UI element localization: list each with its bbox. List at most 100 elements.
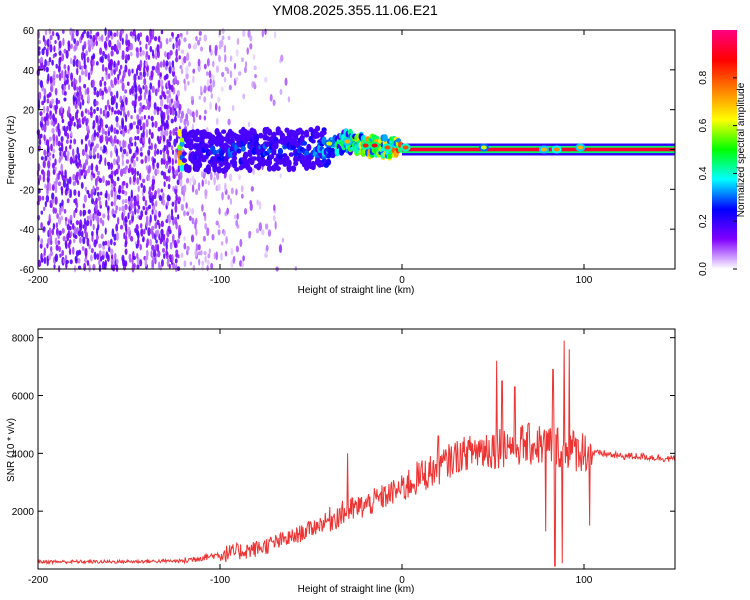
spectrogram-cell xyxy=(106,254,110,262)
spectrogram-cell xyxy=(113,193,117,203)
spectrogram-cell xyxy=(238,174,241,181)
spectrogram-cell xyxy=(55,176,58,186)
spectrogram-cell xyxy=(43,247,46,256)
spectrogram-cell xyxy=(171,149,175,155)
spectrogram-cell xyxy=(74,255,78,262)
y-tick-label: 0 xyxy=(28,146,34,157)
spectrogram-cell xyxy=(261,30,265,38)
spectrogram-cell xyxy=(58,56,62,63)
spectrogram-cell xyxy=(38,138,42,146)
spectrogram-cell xyxy=(59,253,62,258)
spectrogram-cell xyxy=(145,129,149,138)
spectrogram-cell xyxy=(116,176,120,182)
spectrogram-cell xyxy=(168,88,171,98)
spectrogram-cell xyxy=(55,222,59,229)
spectrogram-cell xyxy=(113,158,117,166)
spectrogram-cell xyxy=(86,117,89,124)
spectrogram-cell xyxy=(95,143,100,149)
spectrogram-cell xyxy=(165,38,169,45)
spectrogram-cell xyxy=(40,116,44,123)
spectrogram-cell xyxy=(41,100,45,106)
spectrogram-cell xyxy=(80,138,84,145)
spectrogram-cell xyxy=(71,115,75,122)
spectrogram-cell xyxy=(192,264,196,272)
spectrogram-cell xyxy=(90,141,94,147)
spectrogram-cell xyxy=(78,159,82,166)
spectrogram-cell xyxy=(480,145,487,150)
spectrogram-cell xyxy=(124,54,128,61)
spectrogram-cell xyxy=(99,154,103,163)
spectrogram-cell xyxy=(220,241,224,246)
spectrogram-cell xyxy=(104,157,107,167)
spectrogram-cell xyxy=(230,247,234,256)
spectrogram-cell xyxy=(159,40,163,49)
spectrogram-cell xyxy=(197,63,201,73)
spectrogram-cell xyxy=(121,159,124,167)
spectrogram-cell xyxy=(50,245,53,252)
colorbar-ticks: 0.0 0.2 0.4 0.6 0.8 xyxy=(698,70,737,276)
spectrogram-cell xyxy=(208,248,211,254)
colorbar-tick-label: 0.6 xyxy=(698,118,709,132)
spectrogram-cell xyxy=(203,143,209,151)
spectrogram-cell xyxy=(287,96,291,103)
spectrogram-cell xyxy=(286,164,292,172)
spectrogram-cell xyxy=(203,85,207,93)
spectrogram-cell xyxy=(162,134,166,142)
spectrogram-cell xyxy=(220,252,223,261)
spectrogram-cell xyxy=(49,84,54,93)
spectrogram-cell xyxy=(121,189,125,195)
spectrogram-cell xyxy=(256,199,259,206)
spectrogram-cell xyxy=(204,255,207,263)
spectrogram-cell xyxy=(251,156,257,161)
spectrogram-cell xyxy=(264,28,267,36)
spectrogram-cell xyxy=(142,195,146,202)
spectrogram-cell xyxy=(211,74,215,80)
spectrogram-cell xyxy=(170,215,174,221)
spectrogram-cell xyxy=(277,147,284,156)
spectrogram-cell xyxy=(161,259,164,267)
spectrogram-cell xyxy=(180,252,184,259)
spectrogram-cell xyxy=(68,248,72,256)
spectrogram-cell xyxy=(68,239,72,245)
spectrogram-cell xyxy=(168,141,172,148)
spectrogram-cell xyxy=(105,199,108,208)
spectrogram-cell xyxy=(151,28,155,37)
snr-x-ticks: -200 -100 0 100 xyxy=(28,329,593,586)
spectrogram-cell xyxy=(60,69,64,79)
spectrogram-cell xyxy=(83,29,86,35)
spectrogram-cell xyxy=(211,60,215,68)
spectrogram-cell xyxy=(206,227,210,236)
spectrogram-cell xyxy=(84,186,88,192)
spectrogram-cell xyxy=(269,154,275,160)
spectrogram-cell xyxy=(107,240,111,248)
spectrogram-cell xyxy=(88,244,91,250)
spectrogram-cell xyxy=(167,213,171,223)
spectrogram-cell xyxy=(61,53,65,62)
spectrogram-cell xyxy=(172,185,175,192)
spectrogram-cell xyxy=(135,146,139,153)
spectrogram-cell xyxy=(40,133,43,139)
spectrogram-cell xyxy=(242,29,246,37)
spectrogram-cell xyxy=(204,109,207,115)
spectrogram-cell xyxy=(153,158,156,164)
spectrogram-cell xyxy=(104,227,107,235)
spectrogram-cell xyxy=(221,129,227,134)
spectrogram-cell xyxy=(102,241,105,247)
spectrogram-cell xyxy=(68,176,72,185)
spectrogram-cell xyxy=(166,201,170,206)
spectrogram-cell xyxy=(101,219,105,227)
spectrogram-cell xyxy=(213,252,217,260)
spectrogram-cell xyxy=(144,210,148,216)
spectrogram-cell xyxy=(52,153,55,159)
spectrogram-cell xyxy=(162,199,166,206)
spectrogram-cell xyxy=(209,172,213,181)
spectrogram-cell xyxy=(217,229,221,236)
spectrogram-cell xyxy=(166,107,170,117)
spectrogram-cell xyxy=(139,94,142,101)
spectrogram-cell xyxy=(132,262,136,269)
spectrogram-cell xyxy=(395,138,401,143)
spectrogram-noise-speckle xyxy=(36,27,298,273)
spectrogram-cell xyxy=(151,225,155,231)
spectrogram-cell xyxy=(199,85,203,93)
spectrogram-cell xyxy=(193,42,198,50)
